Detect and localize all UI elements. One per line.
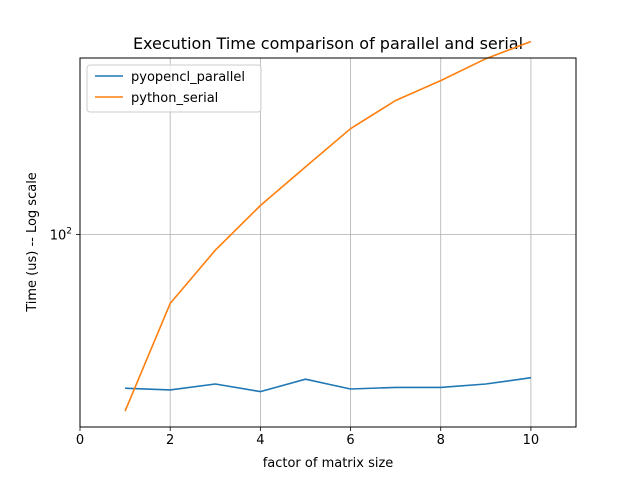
series-lines xyxy=(124,40,532,412)
y-axis-label: Time (us) -- Log scale xyxy=(25,172,40,313)
legend-label-python-serial: python_serial xyxy=(131,91,218,106)
chart-title: Execution Time comparison of parallel an… xyxy=(133,34,523,53)
legend-box xyxy=(86,64,262,113)
x-tick-label: 0 xyxy=(76,433,84,448)
x-axis-label: factor of matrix size xyxy=(263,456,394,471)
x-tick-label: 8 xyxy=(437,433,445,448)
series-line-python-serial xyxy=(124,40,532,412)
y-tick-label: 102 xyxy=(50,226,72,243)
x-tick-label: 10 xyxy=(523,433,540,448)
plot-frame xyxy=(79,57,577,428)
legend: pyopencl_parallel python_serial xyxy=(86,64,262,113)
legend-label-pyopencl-parallel: pyopencl_parallel xyxy=(131,70,245,85)
x-tick-label: 6 xyxy=(346,433,354,448)
x-tick-label: 4 xyxy=(256,433,264,448)
series-line-pyopencl-parallel xyxy=(125,376,532,393)
x-tick-label: 2 xyxy=(166,433,174,448)
axis-ticks: 0 2 4 6 8 10 102 xyxy=(50,226,539,448)
